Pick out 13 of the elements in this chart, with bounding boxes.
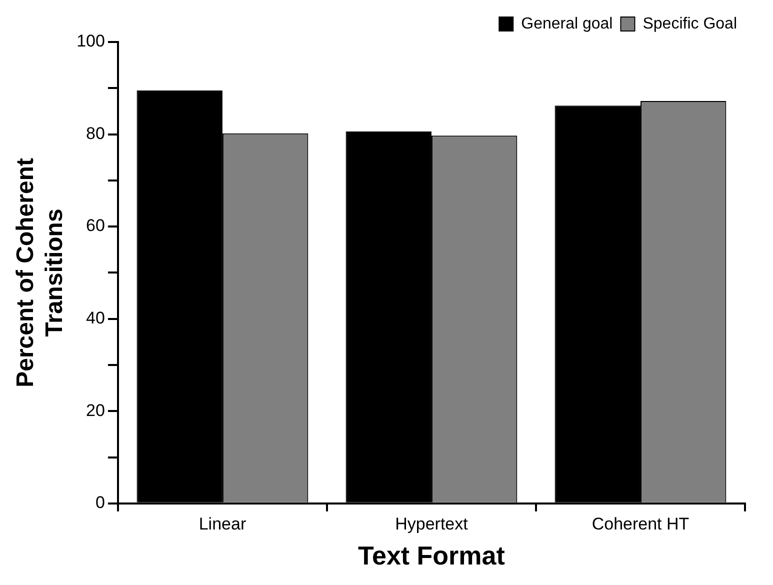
y-tick-label: 40 bbox=[86, 308, 105, 328]
y-tick-label: 20 bbox=[86, 400, 105, 420]
y-tick-label: 60 bbox=[86, 216, 105, 236]
legend-label: General goal bbox=[521, 15, 613, 32]
y-tick-label: 80 bbox=[86, 124, 105, 143]
x-tick-label: Linear bbox=[198, 514, 246, 534]
x-axis-title: Text Format bbox=[358, 540, 506, 571]
y-tick-label: 0 bbox=[95, 493, 105, 512]
x-tick-label: Coherent HT bbox=[592, 514, 690, 534]
x-tick-label: Hypertext bbox=[395, 514, 468, 534]
legend-label: Specific Goal bbox=[642, 15, 737, 32]
y-tick-label: 100 bbox=[76, 32, 105, 51]
y-axis-title: Percent of Coherent Transitions bbox=[12, 158, 68, 388]
